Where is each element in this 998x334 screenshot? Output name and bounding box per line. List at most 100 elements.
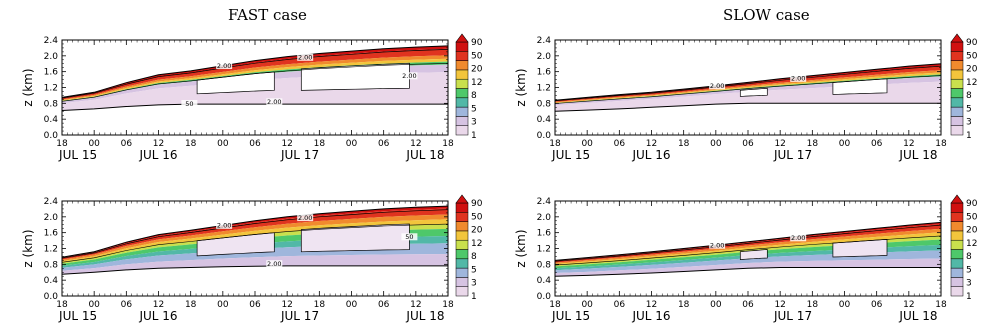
y-tick-label: 0.0 bbox=[537, 292, 552, 302]
y-tick-label: 0.4 bbox=[44, 115, 59, 125]
colorbar-cell bbox=[950, 106, 964, 117]
y-tick-label: 0.0 bbox=[44, 131, 59, 141]
colorbar-cell bbox=[455, 212, 469, 222]
x-date-label: JUL 18 bbox=[898, 148, 937, 162]
contour-line bbox=[62, 49, 448, 99]
contour-cell bbox=[300, 62, 410, 91]
x-date-label: JUL 15 bbox=[551, 309, 590, 323]
x-tick-label: 00 bbox=[710, 300, 722, 310]
colorbar-label: 8 bbox=[471, 252, 477, 262]
x-tick-label: 12 bbox=[410, 300, 421, 310]
colorbar-cap bbox=[950, 33, 964, 43]
colorbar-label: 50 bbox=[471, 51, 483, 61]
x-tick-label: 00 bbox=[581, 139, 593, 149]
x-tick-label: 18 bbox=[442, 300, 454, 310]
colorbar-label: 50 bbox=[966, 212, 978, 222]
x-date-label: JUL 17 bbox=[280, 309, 319, 323]
colorbar-label: 5 bbox=[471, 265, 477, 275]
colorbar-cap bbox=[455, 194, 469, 204]
x-tick-label: 06 bbox=[871, 139, 883, 149]
x-date-label: JUL 15 bbox=[58, 309, 97, 323]
x-tick-label: 06 bbox=[121, 300, 133, 310]
layer-band bbox=[555, 228, 941, 264]
colorbar-label: 3 bbox=[966, 279, 972, 289]
colorbar-cell bbox=[950, 69, 964, 80]
colorbar-label: 3 bbox=[471, 118, 477, 128]
colorbar-cell bbox=[950, 277, 964, 287]
x-tick-label: 06 bbox=[614, 139, 626, 149]
colorbar-label: 20 bbox=[471, 65, 483, 75]
x-tick-label: 12 bbox=[281, 139, 292, 149]
x-tick-label: 12 bbox=[903, 300, 914, 310]
y-tick-label: 0.0 bbox=[44, 292, 59, 302]
contour-label: 50 bbox=[185, 100, 193, 108]
x-tick-label: 00 bbox=[88, 139, 100, 149]
colorbar-label: 3 bbox=[471, 279, 477, 289]
colorbar-cell bbox=[950, 267, 964, 278]
x-date-label: JUL 15 bbox=[58, 148, 97, 162]
contour-line bbox=[62, 265, 448, 275]
colorbar-label: 1 bbox=[966, 292, 972, 302]
layer-band bbox=[555, 222, 941, 261]
colorbar-cell bbox=[455, 51, 469, 61]
x-tick-label: 18 bbox=[185, 139, 197, 149]
colorbar-cell bbox=[455, 106, 469, 117]
contour-label: 2.00 bbox=[267, 98, 281, 106]
contour-label-bg bbox=[266, 260, 283, 268]
colorbar-cell bbox=[455, 286, 469, 297]
layer-band bbox=[62, 55, 448, 101]
colorbar-cell bbox=[455, 116, 469, 126]
x-tick-label: 12 bbox=[153, 139, 164, 149]
colorbar-cell bbox=[455, 202, 469, 213]
colorbar-cell bbox=[455, 239, 469, 250]
x-tick-label: 18 bbox=[549, 300, 561, 310]
colorbar-cell bbox=[455, 69, 469, 80]
x-tick-label: 12 bbox=[646, 139, 657, 149]
x-date-label: JUL 16 bbox=[138, 148, 177, 162]
x-tick-label: 18 bbox=[185, 300, 197, 310]
contour-label-bg bbox=[266, 98, 283, 106]
colorbar-cell bbox=[950, 239, 964, 250]
x-tick-label: 00 bbox=[346, 139, 358, 149]
contour-cell bbox=[739, 249, 768, 260]
colorbar-cell bbox=[455, 249, 469, 260]
colorbar-cell bbox=[950, 41, 964, 52]
contour-line bbox=[555, 63, 941, 101]
x-tick-label: 06 bbox=[378, 139, 390, 149]
y-tick-label: 1.2 bbox=[44, 245, 58, 255]
y-axis-label: z (km) bbox=[514, 229, 528, 267]
y-tick-label: 1.6 bbox=[537, 229, 552, 239]
layer-band bbox=[62, 48, 448, 100]
title-slow-case: SLOW case bbox=[723, 6, 810, 24]
colorbar-label: 20 bbox=[966, 226, 978, 236]
x-tick-label: 06 bbox=[378, 300, 390, 310]
x-tick-label: 00 bbox=[88, 300, 100, 310]
contour-label-bg bbox=[216, 62, 233, 70]
colorbar-cell bbox=[455, 277, 469, 287]
y-tick-label: 2.0 bbox=[44, 52, 59, 62]
y-tick-label: 1.6 bbox=[44, 229, 59, 239]
chart-fast-top: 2.00 2.00 2.00 2.00 50 0.0 0.4 0.8 1.2 1.6 2.0 2.4 z… bbox=[21, 33, 483, 162]
colorbar-label: 3 bbox=[966, 118, 972, 128]
colorbar-cell bbox=[455, 78, 469, 89]
x-date-label: JUL 15 bbox=[551, 148, 590, 162]
contour-label: 2.00 bbox=[791, 234, 805, 242]
colorbar-label: 5 bbox=[966, 265, 972, 275]
x-tick-label: 12 bbox=[646, 300, 657, 310]
contour-line bbox=[555, 75, 941, 104]
colorbar-label: 12 bbox=[966, 78, 977, 88]
contour-label: 2.00 bbox=[298, 214, 312, 222]
colorbar-cell bbox=[950, 97, 964, 108]
contour-line bbox=[62, 209, 448, 259]
x-tick-label: 00 bbox=[217, 300, 229, 310]
colorbar-cell bbox=[950, 258, 964, 269]
y-tick-label: 0.8 bbox=[537, 99, 552, 109]
y-tick-label: 2.4 bbox=[44, 36, 59, 46]
colorbar-label: 50 bbox=[471, 212, 483, 222]
y-tick-label: 0.8 bbox=[44, 260, 59, 270]
colorbar-cell bbox=[950, 78, 964, 89]
y-tick-label: 0.4 bbox=[44, 276, 59, 286]
contour-line bbox=[62, 223, 448, 263]
colorbar-cell bbox=[455, 97, 469, 108]
title-fast-case: FAST case bbox=[228, 6, 307, 24]
